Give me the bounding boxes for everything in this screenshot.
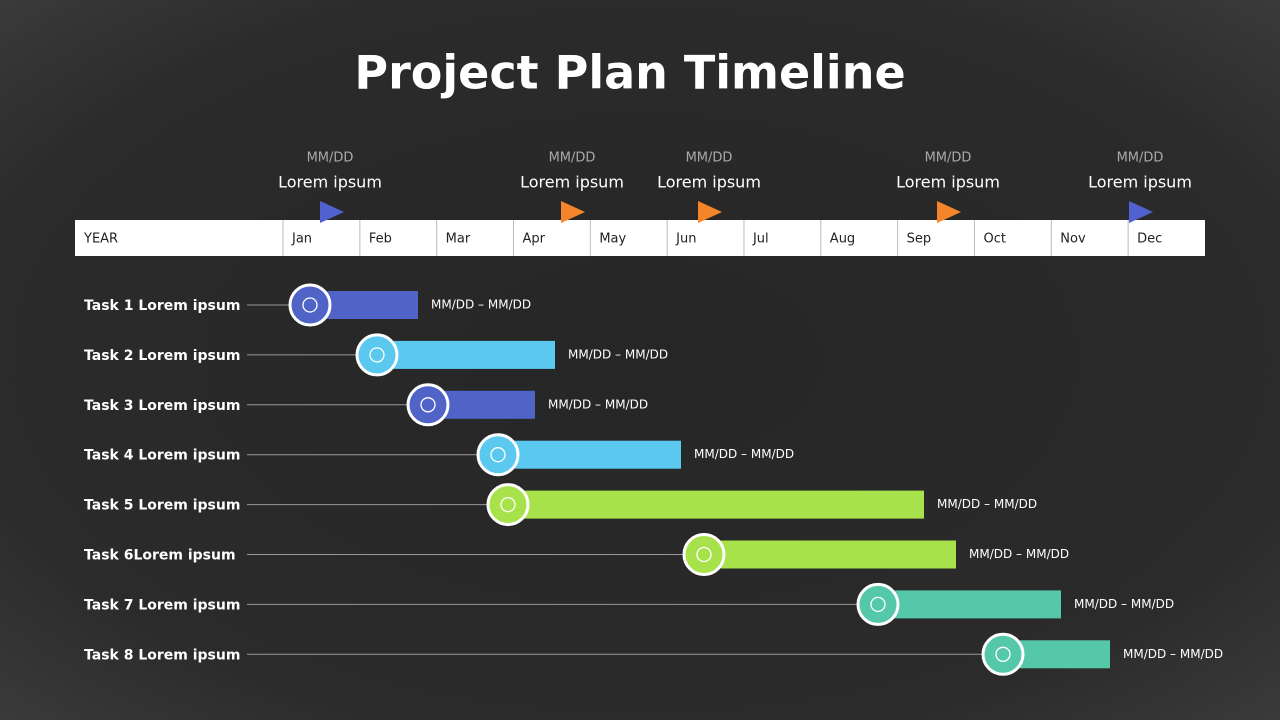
task-label: Task 3 Lorem ipsum bbox=[84, 398, 240, 414]
task-icon-circle bbox=[476, 433, 520, 477]
milestone-flag bbox=[698, 201, 722, 223]
task-label: Task 7 Lorem ipsum bbox=[84, 597, 240, 613]
task-bar bbox=[498, 440, 681, 469]
task-label: Task 5 Lorem ipsum bbox=[84, 498, 240, 514]
task-icon bbox=[696, 546, 712, 563]
milestone-label: Lorem ipsum bbox=[657, 173, 761, 192]
task-dates: MM/DD – MM/DD bbox=[548, 397, 648, 411]
milestone-label: Lorem ipsum bbox=[278, 173, 382, 192]
month-label: May bbox=[599, 232, 626, 247]
month-label: Feb bbox=[369, 232, 392, 247]
milestone-label: Lorem ipsum bbox=[1088, 173, 1192, 192]
month-bar bbox=[75, 220, 1205, 256]
task-icon bbox=[500, 496, 516, 513]
month-label: Jul bbox=[752, 232, 769, 247]
title: Project Plan Timeline bbox=[354, 46, 905, 100]
month-label: Jun bbox=[675, 232, 696, 247]
milestone-date: MM/DD bbox=[307, 151, 354, 166]
milestone-label: Lorem ipsum bbox=[520, 173, 624, 192]
task-icon bbox=[870, 596, 886, 613]
month-label: Oct bbox=[983, 232, 1005, 247]
task-bar bbox=[508, 490, 924, 519]
milestone-label: Lorem ipsum bbox=[896, 173, 1000, 192]
task-dates: MM/DD – MM/DD bbox=[694, 447, 794, 461]
milestone-date: MM/DD bbox=[1117, 151, 1164, 166]
task-icon-circle bbox=[981, 632, 1025, 676]
task-icon bbox=[420, 397, 436, 413]
task-bar bbox=[878, 590, 1061, 619]
task-label: Task 1 Lorem ipsum bbox=[84, 298, 240, 314]
month-label: Jan bbox=[291, 232, 312, 247]
task-icon bbox=[302, 297, 318, 313]
milestone-flag bbox=[937, 201, 961, 223]
task-label: Task 4 Lorem ipsum bbox=[84, 448, 240, 464]
task-icon bbox=[995, 646, 1011, 662]
task-dates: MM/DD – MM/DD bbox=[1123, 647, 1223, 661]
task-icon-circle bbox=[486, 483, 530, 527]
month-label: Mar bbox=[446, 232, 471, 247]
task-icon-circle bbox=[682, 533, 726, 576]
month-label: YEAR bbox=[83, 232, 118, 247]
task-icon-circle bbox=[856, 582, 900, 626]
task-dates: MM/DD – MM/DD bbox=[937, 497, 1037, 511]
month-label: Sep bbox=[907, 232, 932, 247]
task-dates: MM/DD – MM/DD bbox=[431, 298, 531, 312]
task-dates: MM/DD – MM/DD bbox=[969, 547, 1069, 561]
month-label: Aug bbox=[830, 232, 855, 247]
task-dates: MM/DD – MM/DD bbox=[1074, 597, 1174, 611]
milestone-flag bbox=[561, 201, 585, 223]
task-label: Task 2 Lorem ipsum bbox=[84, 348, 240, 364]
task-icon bbox=[490, 447, 506, 463]
month-label: Nov bbox=[1060, 232, 1086, 247]
task-label: Task 8 Lorem ipsum bbox=[84, 647, 240, 663]
task-icon-circle bbox=[288, 283, 332, 327]
milestone-flag bbox=[1129, 201, 1153, 223]
task-label: Task 6Lorem ipsum bbox=[84, 548, 236, 564]
task-bar bbox=[377, 340, 555, 369]
task-icon-circle bbox=[355, 333, 399, 377]
task-icon bbox=[369, 347, 385, 363]
milestone-flag bbox=[320, 201, 344, 223]
milestone-date: MM/DD bbox=[925, 151, 972, 166]
month-label: Dec bbox=[1137, 232, 1162, 247]
milestone-date: MM/DD bbox=[686, 151, 733, 166]
milestone-date: MM/DD bbox=[549, 151, 596, 166]
task-bar bbox=[704, 540, 956, 569]
month-label: Apr bbox=[522, 232, 545, 247]
task-dates: MM/DD – MM/DD bbox=[568, 347, 668, 361]
task-icon-circle bbox=[406, 383, 450, 427]
